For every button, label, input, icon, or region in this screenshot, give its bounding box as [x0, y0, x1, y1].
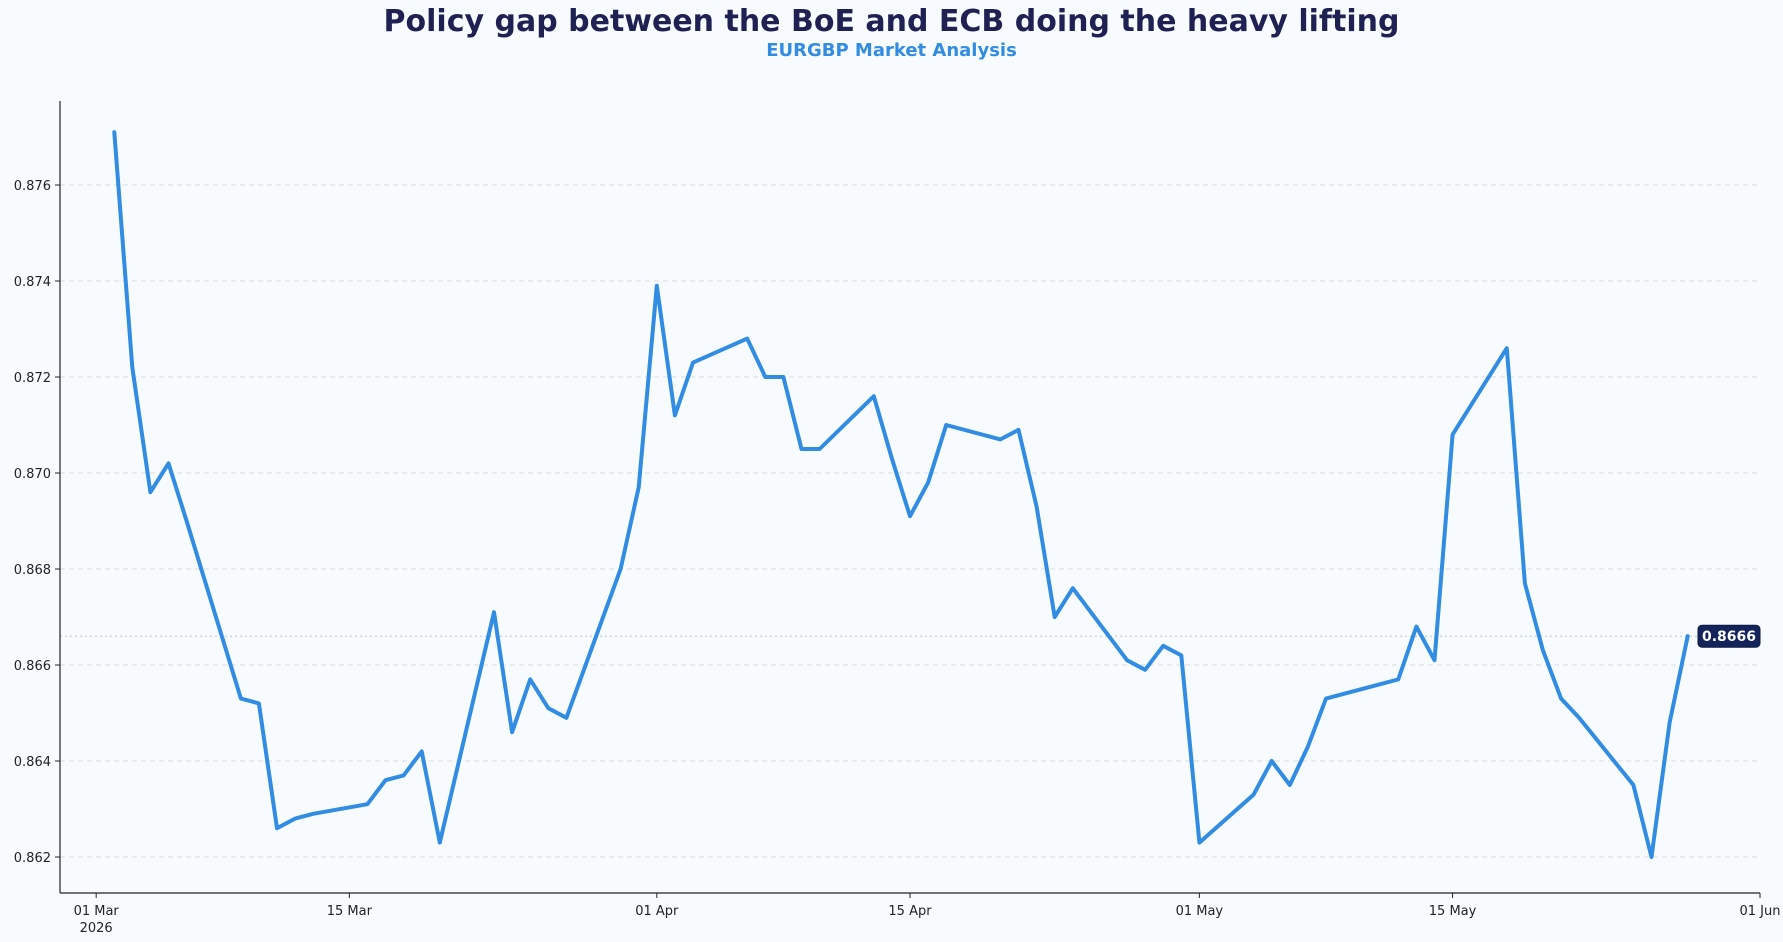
- data-point: [674, 414, 676, 416]
- x-tick-label: 15 Apr: [888, 904, 932, 919]
- last-value-label: 0.8666: [1702, 629, 1756, 645]
- data-point: [1560, 698, 1562, 700]
- data-point: [1018, 429, 1020, 431]
- x-tick-label: 01 Jun: [1740, 904, 1781, 919]
- data-point: [1072, 587, 1074, 589]
- data-point: [258, 702, 260, 704]
- data-point: [511, 731, 513, 733]
- data-point: [945, 424, 947, 426]
- data-point: [1452, 434, 1454, 436]
- data-point: [149, 491, 151, 493]
- data-point: [1054, 616, 1056, 618]
- data-point: [1687, 635, 1689, 637]
- data-point: [1650, 856, 1652, 858]
- data-point: [764, 376, 766, 378]
- data-point: [385, 779, 387, 781]
- data-point: [1669, 722, 1671, 724]
- data-point: [1271, 760, 1273, 762]
- chart-title: Policy gap between the BoE and ECB doing…: [383, 4, 1400, 39]
- data-point: [168, 462, 170, 464]
- data-point: [439, 842, 441, 844]
- x-tick-label: 15 Mar: [327, 904, 373, 919]
- y-tick-label: 0.872: [14, 371, 51, 386]
- data-point: [366, 803, 368, 805]
- data-point: [1162, 645, 1164, 647]
- data-point: [1524, 582, 1526, 584]
- data-point: [565, 717, 567, 719]
- data-point: [1632, 784, 1634, 786]
- data-point: [1144, 669, 1146, 671]
- data-point: [891, 458, 893, 460]
- data-point: [819, 448, 821, 450]
- chart-subtitle: EURGBP Market Analysis: [766, 40, 1017, 61]
- y-tick-label: 0.862: [14, 851, 51, 866]
- data-point: [1397, 678, 1399, 680]
- x-tick-sublabel: 2026: [80, 921, 113, 936]
- data-point: [927, 482, 929, 484]
- x-tick-label: 01 Apr: [635, 904, 679, 919]
- data-point: [493, 611, 495, 613]
- y-tick-label: 0.874: [14, 275, 51, 290]
- data-point: [186, 520, 188, 522]
- data-point: [999, 438, 1001, 440]
- data-point: [1578, 717, 1580, 719]
- data-point: [1126, 659, 1128, 661]
- data-point: [131, 366, 133, 368]
- data-point: [1036, 506, 1038, 508]
- data-point: [1415, 626, 1417, 628]
- data-point: [800, 448, 802, 450]
- data-point: [1325, 698, 1327, 700]
- y-tick-label: 0.876: [14, 179, 51, 194]
- data-point: [403, 774, 405, 776]
- x-tick-label: 01 Mar: [74, 904, 120, 919]
- data-point: [547, 707, 549, 709]
- data-point: [1379, 683, 1381, 685]
- data-point: [529, 678, 531, 680]
- y-tick-label: 0.866: [14, 659, 51, 674]
- data-point: [782, 376, 784, 378]
- x-tick-label: 01 May: [1176, 904, 1224, 919]
- data-point: [638, 486, 640, 488]
- data-point: [421, 750, 423, 752]
- data-point: [1198, 842, 1200, 844]
- data-point: [312, 813, 314, 815]
- y-tick-label: 0.870: [14, 467, 51, 482]
- data-point: [1433, 659, 1435, 661]
- data-point: [1180, 654, 1182, 656]
- data-point: [240, 698, 242, 700]
- data-point: [620, 568, 622, 570]
- data-point: [692, 362, 694, 364]
- y-tick-label: 0.864: [14, 755, 51, 770]
- data-point: [1253, 794, 1255, 796]
- data-point: [1542, 650, 1544, 652]
- data-point: [294, 818, 296, 820]
- data-point: [746, 338, 748, 340]
- last-value-badge: [1697, 624, 1761, 648]
- series-line: [112, 130, 1690, 859]
- x-tick-label: 15 May: [1429, 904, 1477, 919]
- data-point: [1506, 347, 1508, 349]
- data-point: [656, 285, 658, 287]
- data-point: [873, 395, 875, 397]
- y-tick-label: 0.868: [14, 563, 51, 578]
- data-point: [1307, 746, 1309, 748]
- data-point: [909, 515, 911, 517]
- data-point: [276, 827, 278, 829]
- data-point: [113, 131, 115, 133]
- data-point: [1289, 784, 1291, 786]
